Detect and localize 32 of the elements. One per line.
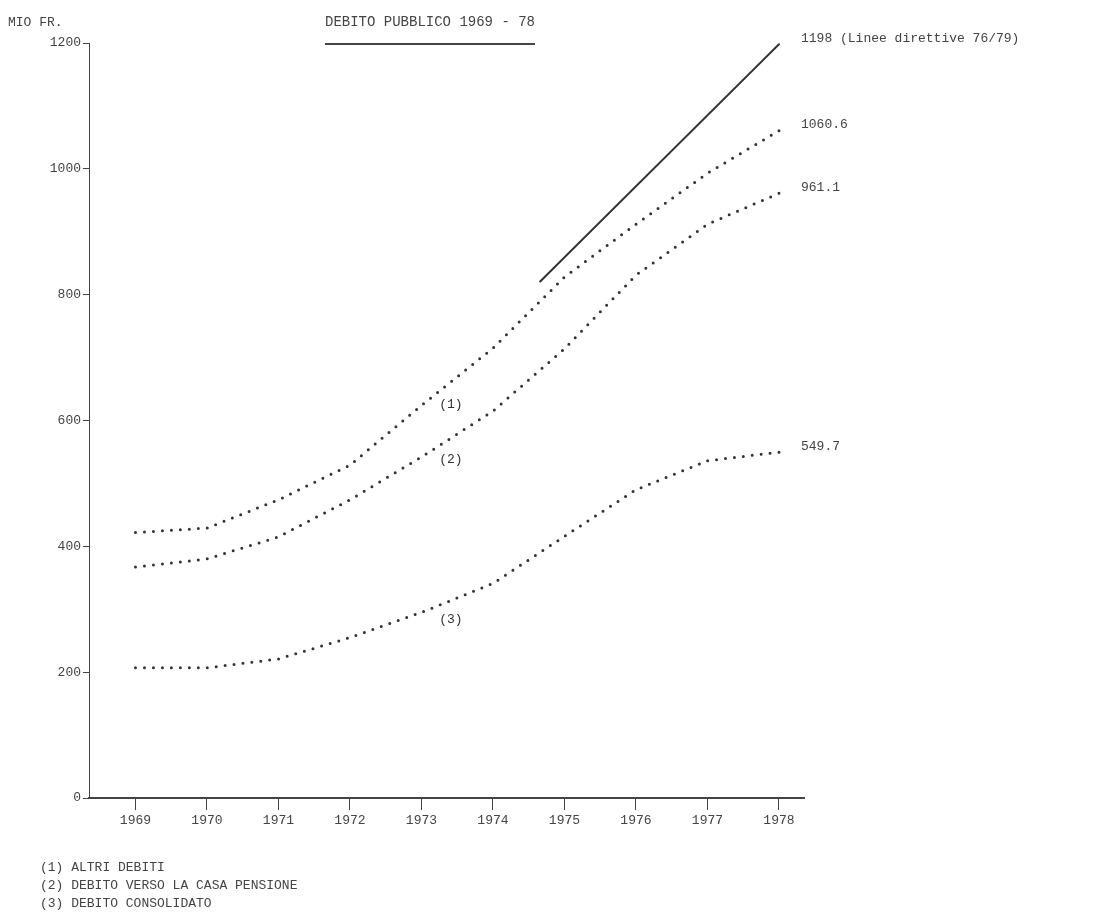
x-tick-label: 1978 (763, 813, 795, 829)
x-tick-label: 1970 (191, 813, 223, 829)
x-tick-label: 1971 (262, 813, 295, 829)
data-label: 1198 (Linee direttive 76/79) (800, 30, 1020, 46)
x-tick-label: 1975 (548, 813, 581, 829)
x-tick-label: 1973 (405, 813, 438, 829)
chart-title: DEBITO PUBBLICO 1969 - 78 (324, 14, 536, 30)
y-tick-label: 1200 (49, 35, 81, 51)
data-label: 1060.6 (800, 117, 848, 133)
y-tick-label: 0 (73, 790, 81, 806)
data-label: 961.1 (800, 179, 841, 195)
line-series (133, 129, 781, 534)
text: (3) DEBITO CONSOLIDATO (40, 896, 212, 912)
text: (1) ALTRI DEBITI (40, 860, 165, 876)
x-tick-label: 1976 (620, 813, 652, 829)
y-tick-label: 400 (57, 538, 81, 554)
x-tick-label: 1969 (119, 813, 152, 829)
line-series (133, 450, 781, 670)
series-label: (2) (439, 451, 463, 467)
series-label: (3) (439, 612, 463, 628)
text: (2) DEBITO VERSO LA CASA PENSIONE (40, 878, 298, 894)
series-label: (1) (439, 396, 463, 412)
data-label: 549.7 (800, 438, 840, 454)
y-tick-label: 200 (57, 664, 81, 680)
x-tick-label: 1972 (334, 813, 366, 829)
x-tick-label: 1977 (691, 813, 724, 829)
line-series (133, 191, 781, 569)
y-tick-label: 1000 (49, 161, 81, 177)
y-tick-label: 800 (57, 287, 81, 303)
y-tick-label: 600 (57, 412, 81, 428)
y-axis-title: MIO FR. (8, 15, 63, 30)
x-tick-label: 1974 (477, 813, 509, 829)
